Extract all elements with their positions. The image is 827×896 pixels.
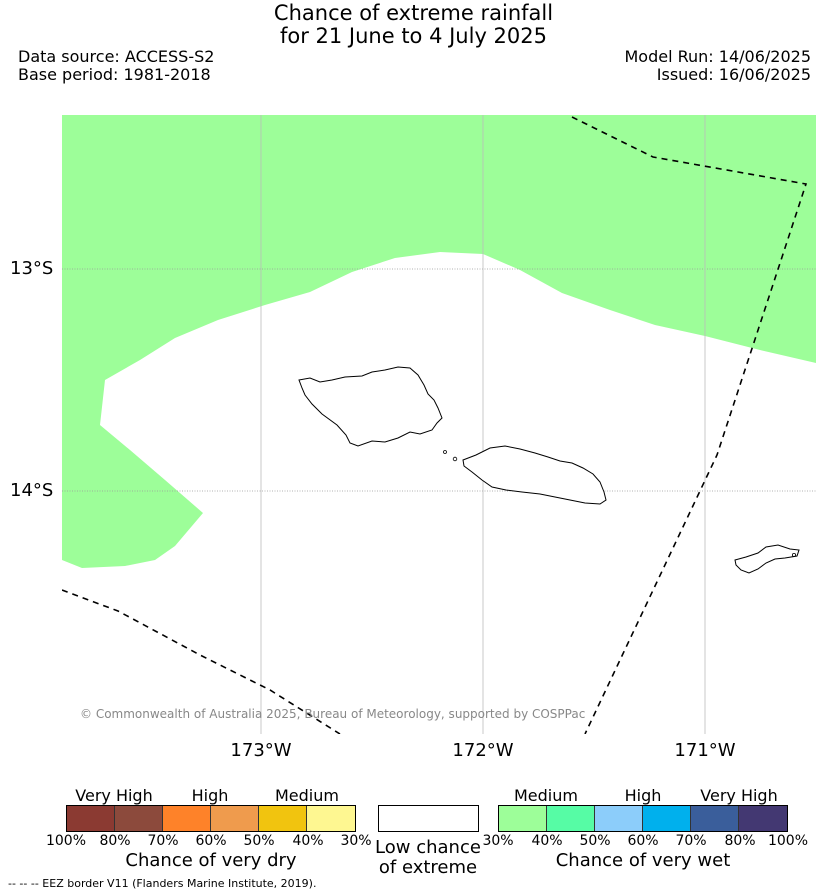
dry-heading-very-high: Very High — [75, 786, 153, 805]
wet-tick: 30% — [482, 833, 514, 849]
base-period: Base period: 1981-2018 — [18, 65, 211, 84]
dry-tick: 30% — [340, 833, 372, 849]
dry-swatch-1 — [67, 806, 115, 831]
dry-tick: 100% — [45, 833, 87, 849]
dry-tick: 60% — [195, 833, 227, 849]
dry-tick: 70% — [147, 833, 179, 849]
wet-heading-very-high: Very High — [700, 786, 778, 805]
run-info: Model Run: 14/06/2025 Issued: 16/06/2025 — [625, 48, 812, 84]
wet-tick: 80% — [724, 833, 756, 849]
wet-swatch-4 — [643, 806, 691, 831]
dry-heading-medium: Medium — [275, 786, 339, 805]
dry-colorbar — [66, 805, 356, 832]
model-run: Model Run: 14/06/2025 — [624, 47, 812, 66]
dry-swatch-4 — [211, 806, 259, 831]
wet-swatch-2 — [547, 806, 595, 831]
wet-tick: 50% — [579, 833, 611, 849]
source-info: Data source: ACCESS-S2 Base period: 1981… — [18, 48, 214, 84]
eez-border-note: -- -- -- EEZ border V11 (Flanders Marine… — [8, 877, 317, 890]
dry-swatch-2 — [115, 806, 163, 831]
dry-tick: 80% — [99, 833, 131, 849]
wet-legend-title: Chance of very wet — [555, 850, 731, 871]
dry-tick: 40% — [292, 833, 324, 849]
dry-heading-high: High — [191, 786, 229, 805]
issued-date: Issued: 16/06/2025 — [656, 65, 811, 84]
wet-tick: 60% — [627, 833, 659, 849]
copyright-credit: © Commonwealth of Australia 2025, Bureau… — [80, 707, 586, 721]
wet-swatch-6 — [739, 806, 787, 831]
wet-medium-region — [62, 115, 816, 568]
title-line-1: Chance of extreme rainfall — [273, 1, 554, 25]
lon-label-171w: 171°W — [674, 740, 736, 761]
tutuila-island — [734, 544, 800, 574]
low-chance-swatch — [378, 805, 479, 832]
wet-tick: 100% — [767, 833, 809, 849]
eez-border — [62, 116, 808, 734]
dry-swatch-6 — [307, 806, 355, 831]
data-source: Data source: ACCESS-S2 — [18, 47, 215, 66]
dry-tick: 50% — [243, 833, 275, 849]
low-chance-line-2: of extreme — [378, 857, 478, 878]
wet-tick: 70% — [675, 833, 707, 849]
manono-island — [452, 456, 458, 462]
wet-colorbar — [498, 805, 788, 832]
lat-label-13s: 13°S — [10, 258, 54, 279]
aunuu-island — [792, 553, 797, 558]
wet-swatch-3 — [595, 806, 643, 831]
map-title: Chance of extreme rainfall for 21 June t… — [0, 2, 827, 48]
dry-swatch-5 — [259, 806, 307, 831]
wet-heading-medium: Medium — [514, 786, 578, 805]
title-line-2: for 21 June to 4 July 2025 — [279, 24, 548, 48]
lat-label-14s: 14°S — [10, 480, 54, 501]
rainfall-map — [62, 115, 816, 734]
savaii-island — [298, 366, 443, 447]
low-chance-label: Low chance of extreme — [366, 838, 490, 878]
lon-label-173w: 173°W — [230, 740, 292, 761]
wet-tick: 40% — [531, 833, 563, 849]
wet-swatch-1 — [499, 806, 547, 831]
dry-legend-title: Chance of very dry — [125, 850, 297, 871]
graticule — [62, 115, 816, 734]
upolu-island — [462, 445, 607, 505]
lon-label-172w: 172°W — [452, 740, 514, 761]
dry-swatch-3 — [163, 806, 211, 831]
wet-swatch-5 — [691, 806, 739, 831]
low-chance-line-1: Low chance — [375, 837, 481, 858]
wet-heading-high: High — [624, 786, 662, 805]
apolima-island — [443, 450, 447, 454]
